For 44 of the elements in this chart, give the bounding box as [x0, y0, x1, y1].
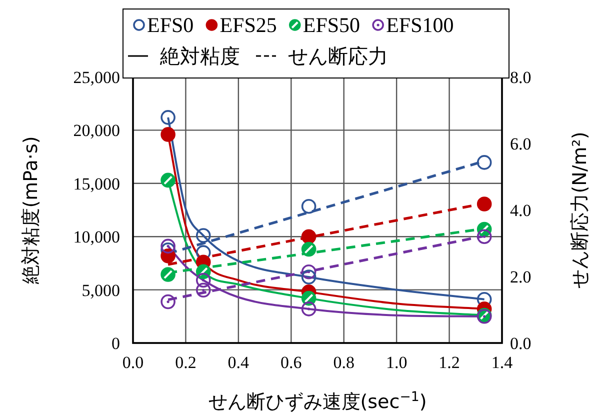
point [301, 242, 316, 257]
text: 絶対粘度 [160, 44, 240, 68]
y2-tick-label: 0.0 [510, 334, 532, 353]
y-tick-label: 15,000 [73, 174, 120, 194]
point [301, 302, 316, 316]
y-tick-label: 5,000 [82, 280, 120, 300]
x-axis-title: せん断ひずみ速度(sec$^{−1}$) [208, 390, 427, 413]
x-tick-label: 1.2 [438, 353, 460, 372]
y-tick-label: 10,000 [73, 228, 120, 247]
legend-label: EFS25 [220, 13, 277, 37]
x-tick-label: 0.8 [333, 353, 354, 372]
point [196, 272, 211, 288]
x-tick-label: 0.6 [280, 353, 302, 372]
x-tick-label: 0.0 [122, 353, 144, 372]
point [160, 294, 176, 310]
point [196, 282, 211, 298]
x-tick-label: 1.4 [491, 353, 514, 372]
point [160, 238, 176, 254]
y2-axis-title: せん断応力(N/m²) [569, 132, 591, 288]
y2-tick-label: 8.0 [510, 68, 532, 87]
point [196, 228, 211, 243]
y2-tick-label: 6.0 [510, 134, 532, 154]
legend-label: EFS0 [147, 13, 194, 37]
point [301, 229, 316, 244]
point [301, 198, 316, 214]
legend-label: EFS100 [386, 13, 454, 37]
x-tick-label: 0.4 [228, 353, 250, 372]
x-tick-label: 0.2 [175, 353, 196, 372]
point [476, 196, 492, 212]
y-tick-label: 20,000 [73, 121, 120, 140]
point [160, 267, 176, 282]
y2-tick-label: 4.0 [510, 201, 532, 220]
text: せん断応力 [288, 44, 388, 68]
point [301, 264, 316, 280]
point [301, 270, 316, 284]
y-tick-label: 25,000 [73, 68, 120, 87]
point [160, 110, 176, 125]
y2-tick-label: 2.0 [510, 268, 532, 286]
y-tick-label: 0 [112, 334, 120, 353]
x-tick-label: 1.0 [386, 353, 408, 372]
y-axis-title: 絶対粘度(mPa·s) [20, 136, 42, 285]
point [160, 127, 176, 142]
point [476, 155, 492, 170]
legend-label: EFS50 [302, 13, 360, 37]
